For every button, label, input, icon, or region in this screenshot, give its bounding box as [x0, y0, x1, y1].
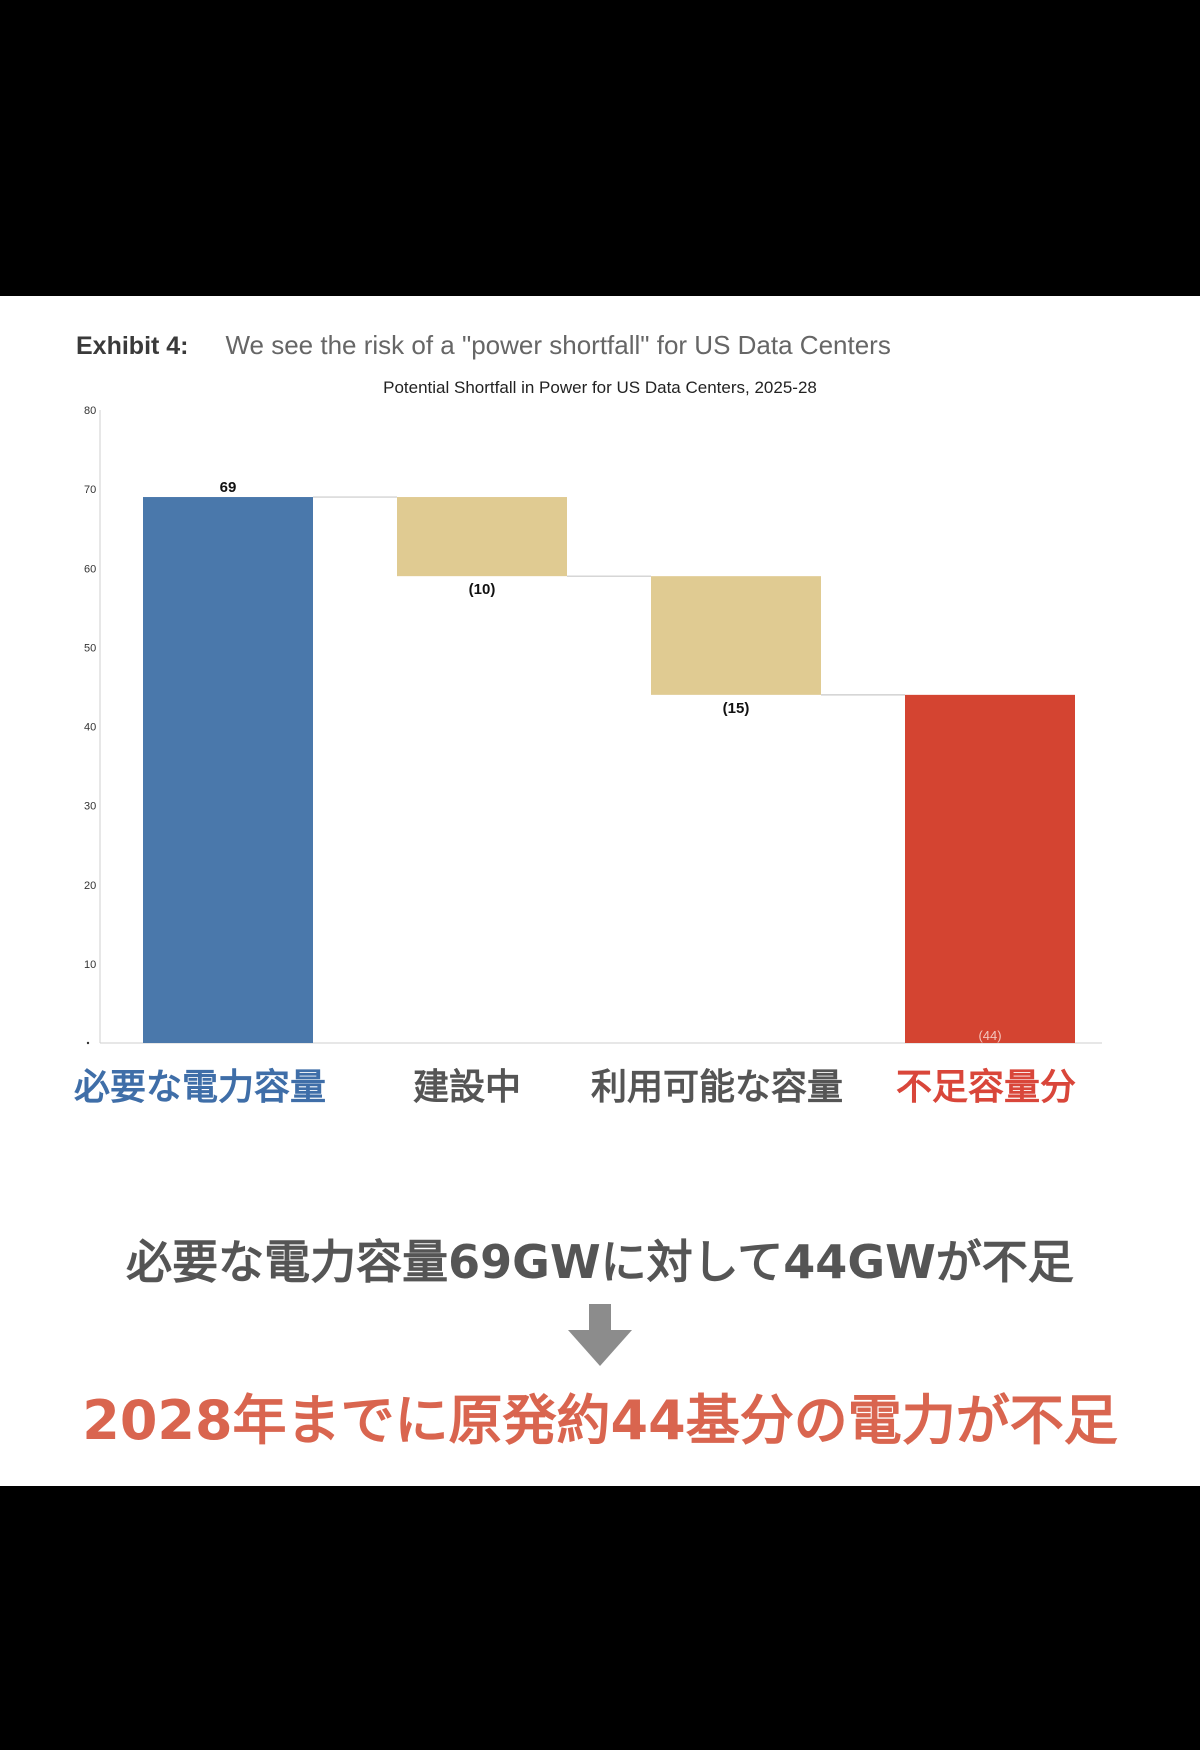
- category-label: 不足容量分: [896, 1067, 1077, 1108]
- data-labels: 69 (10) (15) (44): [220, 479, 1002, 1043]
- category-label: 必要な電力容量: [74, 1067, 327, 1108]
- connector-lines: [313, 496, 905, 696]
- data-label: (15): [723, 700, 750, 717]
- data-label: (10): [469, 581, 496, 598]
- y-tick-label: 70: [84, 484, 96, 496]
- data-label: 69: [220, 479, 237, 496]
- exhibit-headline: We see the risk of a "power shortfall" f…: [225, 330, 891, 360]
- bar: [651, 576, 821, 695]
- y-tick-label: 60: [84, 563, 96, 575]
- conclusion-text: 2028年までに原発約44基分の電力が不足: [82, 1389, 1118, 1452]
- y-tick-label: 50: [84, 642, 96, 654]
- content-panel: Exhibit 4: We see the risk of a "power s…: [0, 296, 1200, 1486]
- waterfall-chart: 10 20 30 40 50 60 70 80 69 (10) (15) (44): [84, 405, 1102, 1045]
- bar: [397, 497, 567, 577]
- category-labels: 必要な電力容量 建設中 利用可能な容量 不足容量分: [0, 1058, 1200, 1108]
- data-label: (44): [978, 1028, 1001, 1043]
- bar: [905, 694, 1075, 1043]
- category-label: 建設中: [413, 1067, 522, 1108]
- exhibit-header: Exhibit 4: We see the risk of a "power s…: [76, 330, 891, 366]
- y-tick-label: 40: [84, 722, 96, 734]
- summary-text: 必要な電力容量69GWに対して44GWが不足: [126, 1235, 1074, 1289]
- bar: [143, 497, 313, 1044]
- y-tick-label: 80: [84, 405, 96, 417]
- exhibit-label: Exhibit 4:: [76, 332, 189, 360]
- y-tick-zero-mark: [86, 1041, 90, 1045]
- y-tick-label: 30: [84, 801, 96, 813]
- y-tick-label: 10: [84, 959, 96, 971]
- category-label: 利用可能な容量: [591, 1067, 844, 1108]
- down-arrow-icon: [568, 1304, 632, 1366]
- y-tick-label: 20: [84, 880, 96, 892]
- bars: [143, 497, 1075, 1044]
- chart-title: Potential Shortfall in Power for US Data…: [383, 378, 817, 397]
